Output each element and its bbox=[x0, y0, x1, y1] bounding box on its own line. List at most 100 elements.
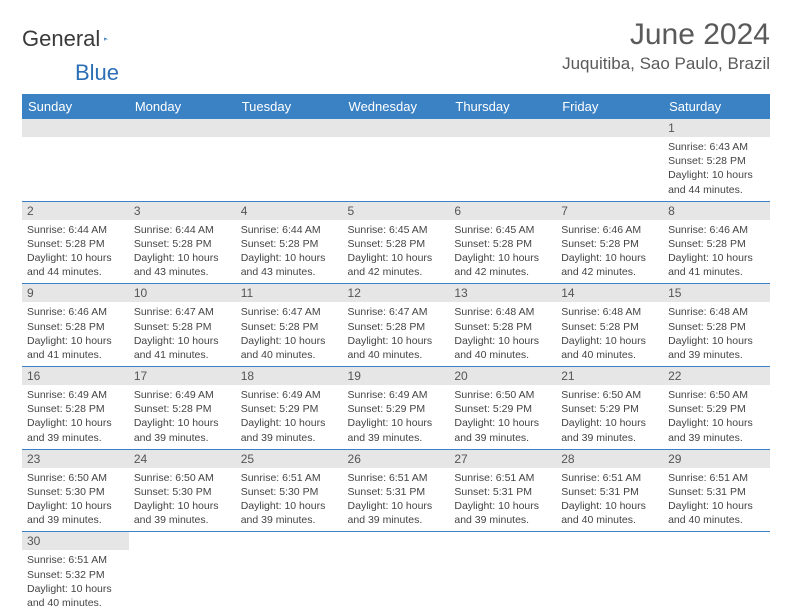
day-number: 6 bbox=[449, 202, 556, 220]
day-details: Sunrise: 6:51 AMSunset: 5:32 PMDaylight:… bbox=[22, 550, 129, 614]
day-number: 7 bbox=[556, 202, 663, 220]
title-block: June 2024 Juquitiba, Sao Paulo, Brazil bbox=[562, 18, 770, 74]
day-details: Sunrise: 6:51 AMSunset: 5:31 PMDaylight:… bbox=[343, 468, 450, 532]
calendar-cell: 15Sunrise: 6:48 AMSunset: 5:28 PMDayligh… bbox=[663, 284, 770, 367]
calendar-cell: 19Sunrise: 6:49 AMSunset: 5:29 PMDayligh… bbox=[343, 367, 450, 450]
logo-text-1: General bbox=[22, 26, 100, 52]
calendar-cell: 7Sunrise: 6:46 AMSunset: 5:28 PMDaylight… bbox=[556, 201, 663, 284]
day-details: Sunrise: 6:48 AMSunset: 5:28 PMDaylight:… bbox=[663, 302, 770, 366]
calendar-cell: 21Sunrise: 6:50 AMSunset: 5:29 PMDayligh… bbox=[556, 367, 663, 450]
day-number: 9 bbox=[22, 284, 129, 302]
logo-text-2: Blue bbox=[75, 60, 119, 86]
calendar-cell bbox=[236, 532, 343, 614]
calendar-table: SundayMondayTuesdayWednesdayThursdayFrid… bbox=[22, 94, 770, 614]
calendar-week: 16Sunrise: 6:49 AMSunset: 5:28 PMDayligh… bbox=[22, 367, 770, 450]
logo-flag-icon bbox=[104, 29, 109, 49]
calendar-cell bbox=[129, 532, 236, 614]
calendar-cell: 29Sunrise: 6:51 AMSunset: 5:31 PMDayligh… bbox=[663, 449, 770, 532]
calendar-cell: 20Sunrise: 6:50 AMSunset: 5:29 PMDayligh… bbox=[449, 367, 556, 450]
day-number: 24 bbox=[129, 450, 236, 468]
day-number: 23 bbox=[22, 450, 129, 468]
calendar-cell: 6Sunrise: 6:45 AMSunset: 5:28 PMDaylight… bbox=[449, 201, 556, 284]
day-number: 11 bbox=[236, 284, 343, 302]
day-details: Sunrise: 6:44 AMSunset: 5:28 PMDaylight:… bbox=[236, 220, 343, 284]
day-details: Sunrise: 6:48 AMSunset: 5:28 PMDaylight:… bbox=[556, 302, 663, 366]
day-details: Sunrise: 6:45 AMSunset: 5:28 PMDaylight:… bbox=[449, 220, 556, 284]
day-header: Sunday bbox=[22, 94, 129, 119]
calendar-cell bbox=[236, 119, 343, 201]
location: Juquitiba, Sao Paulo, Brazil bbox=[562, 54, 770, 74]
month-title: June 2024 bbox=[562, 18, 770, 52]
calendar-cell: 16Sunrise: 6:49 AMSunset: 5:28 PMDayligh… bbox=[22, 367, 129, 450]
day-number: 14 bbox=[556, 284, 663, 302]
day-details: Sunrise: 6:51 AMSunset: 5:31 PMDaylight:… bbox=[556, 468, 663, 532]
day-details: Sunrise: 6:50 AMSunset: 5:30 PMDaylight:… bbox=[22, 468, 129, 532]
calendar-cell: 13Sunrise: 6:48 AMSunset: 5:28 PMDayligh… bbox=[449, 284, 556, 367]
day-details: Sunrise: 6:46 AMSunset: 5:28 PMDaylight:… bbox=[556, 220, 663, 284]
calendar-cell: 27Sunrise: 6:51 AMSunset: 5:31 PMDayligh… bbox=[449, 449, 556, 532]
day-number: 26 bbox=[343, 450, 450, 468]
empty-day-strip bbox=[556, 119, 663, 137]
day-header: Saturday bbox=[663, 94, 770, 119]
day-details: Sunrise: 6:46 AMSunset: 5:28 PMDaylight:… bbox=[663, 220, 770, 284]
day-details: Sunrise: 6:50 AMSunset: 5:29 PMDaylight:… bbox=[556, 385, 663, 449]
calendar-cell: 8Sunrise: 6:46 AMSunset: 5:28 PMDaylight… bbox=[663, 201, 770, 284]
empty-day-strip bbox=[343, 119, 450, 137]
day-details: Sunrise: 6:51 AMSunset: 5:31 PMDaylight:… bbox=[663, 468, 770, 532]
day-details: Sunrise: 6:51 AMSunset: 5:30 PMDaylight:… bbox=[236, 468, 343, 532]
day-details: Sunrise: 6:50 AMSunset: 5:29 PMDaylight:… bbox=[449, 385, 556, 449]
calendar-cell bbox=[449, 119, 556, 201]
calendar-cell: 2Sunrise: 6:44 AMSunset: 5:28 PMDaylight… bbox=[22, 201, 129, 284]
day-details: Sunrise: 6:49 AMSunset: 5:29 PMDaylight:… bbox=[236, 385, 343, 449]
calendar-cell: 3Sunrise: 6:44 AMSunset: 5:28 PMDaylight… bbox=[129, 201, 236, 284]
day-number: 4 bbox=[236, 202, 343, 220]
day-details: Sunrise: 6:45 AMSunset: 5:28 PMDaylight:… bbox=[343, 220, 450, 284]
day-number: 13 bbox=[449, 284, 556, 302]
calendar-cell bbox=[663, 532, 770, 614]
calendar-cell: 12Sunrise: 6:47 AMSunset: 5:28 PMDayligh… bbox=[343, 284, 450, 367]
calendar-cell: 11Sunrise: 6:47 AMSunset: 5:28 PMDayligh… bbox=[236, 284, 343, 367]
calendar-cell bbox=[343, 119, 450, 201]
calendar-cell: 30Sunrise: 6:51 AMSunset: 5:32 PMDayligh… bbox=[22, 532, 129, 614]
day-header: Monday bbox=[129, 94, 236, 119]
calendar-cell: 25Sunrise: 6:51 AMSunset: 5:30 PMDayligh… bbox=[236, 449, 343, 532]
day-number: 2 bbox=[22, 202, 129, 220]
logo: General bbox=[22, 26, 130, 52]
calendar-cell bbox=[556, 532, 663, 614]
calendar-cell: 18Sunrise: 6:49 AMSunset: 5:29 PMDayligh… bbox=[236, 367, 343, 450]
day-details: Sunrise: 6:49 AMSunset: 5:29 PMDaylight:… bbox=[343, 385, 450, 449]
day-details: Sunrise: 6:50 AMSunset: 5:30 PMDaylight:… bbox=[129, 468, 236, 532]
day-number: 21 bbox=[556, 367, 663, 385]
day-number: 10 bbox=[129, 284, 236, 302]
day-header: Tuesday bbox=[236, 94, 343, 119]
day-details: Sunrise: 6:49 AMSunset: 5:28 PMDaylight:… bbox=[22, 385, 129, 449]
calendar-week: 23Sunrise: 6:50 AMSunset: 5:30 PMDayligh… bbox=[22, 449, 770, 532]
day-number: 16 bbox=[22, 367, 129, 385]
day-number: 18 bbox=[236, 367, 343, 385]
day-details: Sunrise: 6:51 AMSunset: 5:31 PMDaylight:… bbox=[449, 468, 556, 532]
day-number: 3 bbox=[129, 202, 236, 220]
calendar-cell: 1Sunrise: 6:43 AMSunset: 5:28 PMDaylight… bbox=[663, 119, 770, 201]
day-number: 30 bbox=[22, 532, 129, 550]
calendar-cell bbox=[449, 532, 556, 614]
day-number: 27 bbox=[449, 450, 556, 468]
day-number: 25 bbox=[236, 450, 343, 468]
calendar-week: 9Sunrise: 6:46 AMSunset: 5:28 PMDaylight… bbox=[22, 284, 770, 367]
calendar-cell: 26Sunrise: 6:51 AMSunset: 5:31 PMDayligh… bbox=[343, 449, 450, 532]
calendar-cell: 4Sunrise: 6:44 AMSunset: 5:28 PMDaylight… bbox=[236, 201, 343, 284]
calendar-cell: 10Sunrise: 6:47 AMSunset: 5:28 PMDayligh… bbox=[129, 284, 236, 367]
day-details: Sunrise: 6:46 AMSunset: 5:28 PMDaylight:… bbox=[22, 302, 129, 366]
day-header: Friday bbox=[556, 94, 663, 119]
empty-day-strip bbox=[449, 119, 556, 137]
day-number: 19 bbox=[343, 367, 450, 385]
empty-day-strip bbox=[129, 119, 236, 137]
day-number: 1 bbox=[663, 119, 770, 137]
calendar-cell: 17Sunrise: 6:49 AMSunset: 5:28 PMDayligh… bbox=[129, 367, 236, 450]
day-header-row: SundayMondayTuesdayWednesdayThursdayFrid… bbox=[22, 94, 770, 119]
empty-day-strip bbox=[236, 119, 343, 137]
calendar-cell: 28Sunrise: 6:51 AMSunset: 5:31 PMDayligh… bbox=[556, 449, 663, 532]
day-number: 12 bbox=[343, 284, 450, 302]
day-number: 17 bbox=[129, 367, 236, 385]
calendar-cell: 14Sunrise: 6:48 AMSunset: 5:28 PMDayligh… bbox=[556, 284, 663, 367]
day-details: Sunrise: 6:43 AMSunset: 5:28 PMDaylight:… bbox=[663, 137, 770, 201]
